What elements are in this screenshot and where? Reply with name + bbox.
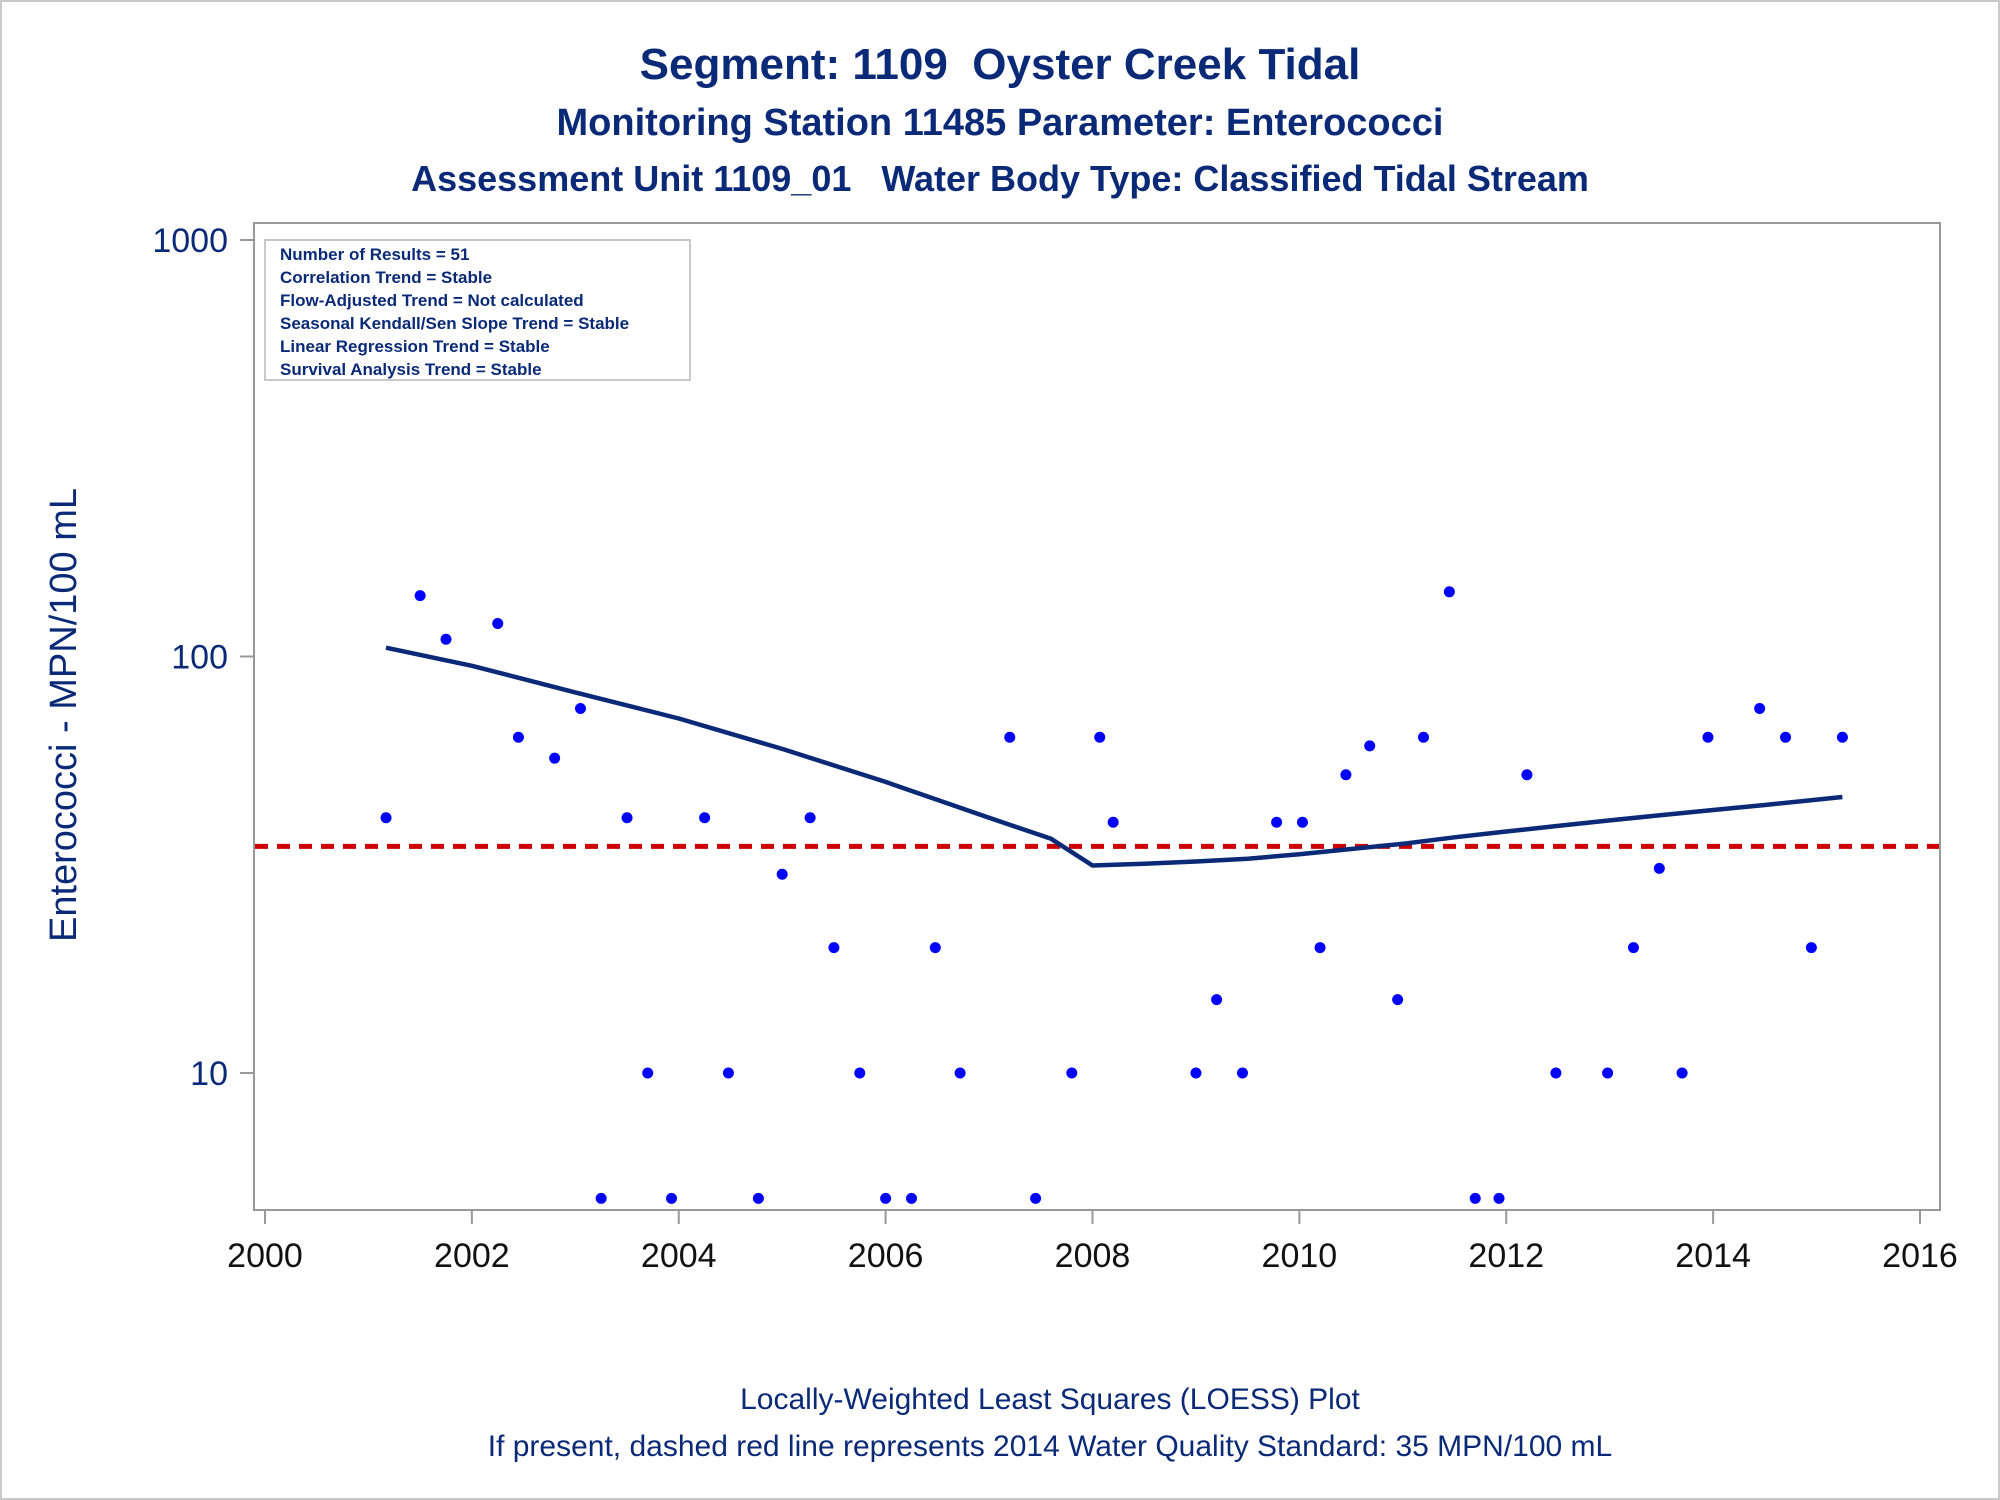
data-point bbox=[549, 752, 561, 764]
data-point bbox=[1094, 731, 1106, 743]
y-axis-label: Enterococci - MPN/100 mL bbox=[43, 488, 85, 942]
stats-line-flow-adjusted: Flow-Adjusted Trend = Not calculated bbox=[280, 291, 584, 310]
data-point bbox=[440, 633, 452, 645]
data-point bbox=[642, 1067, 654, 1079]
x-tick-label: 2002 bbox=[434, 1237, 510, 1275]
x-tick-label: 2016 bbox=[1882, 1237, 1958, 1275]
stats-line-correlation: Correlation Trend = Stable bbox=[280, 268, 492, 287]
data-point bbox=[1550, 1067, 1562, 1079]
x-tick-label: 2008 bbox=[1055, 1237, 1131, 1275]
data-point bbox=[1418, 731, 1429, 743]
data-point bbox=[1340, 769, 1352, 781]
data-point bbox=[1702, 731, 1714, 743]
chart-subtitle: Monitoring Station 11485 Parameter: Ente… bbox=[556, 102, 1444, 144]
data-point bbox=[1004, 731, 1016, 743]
data-point bbox=[1364, 740, 1376, 752]
x-tick-label: 2012 bbox=[1468, 1237, 1544, 1275]
footnote-standard: If present, dashed red line represents 2… bbox=[487, 1430, 1613, 1463]
data-point bbox=[1443, 586, 1455, 598]
data-point bbox=[905, 1192, 917, 1204]
data-point bbox=[1754, 703, 1766, 715]
data-point bbox=[1469, 1192, 1481, 1204]
data-point bbox=[854, 1067, 866, 1079]
data-points-layer bbox=[380, 586, 1848, 1204]
data-point bbox=[621, 812, 633, 824]
data-point bbox=[1030, 1192, 1042, 1204]
data-point bbox=[1066, 1067, 1078, 1079]
stats-line-seasonal-kendall: Seasonal Kendall/Sen Slope Trend = Stabl… bbox=[280, 314, 629, 333]
data-point bbox=[1836, 731, 1848, 743]
y-tick-label: 100 bbox=[171, 639, 228, 677]
data-point bbox=[492, 618, 504, 630]
data-point bbox=[929, 942, 941, 954]
data-point bbox=[1602, 1067, 1614, 1079]
data-point bbox=[1493, 1192, 1505, 1204]
y-tick-label: 1000 bbox=[152, 222, 228, 260]
data-point bbox=[414, 590, 426, 602]
data-point bbox=[776, 868, 788, 880]
data-point bbox=[804, 812, 816, 824]
stats-line-results: Number of Results = 51 bbox=[280, 245, 469, 264]
axes: 2000 2002 2004 2006 2008 2010 2012 2014 2016 10 10… bbox=[152, 222, 1958, 1275]
x-tick-label: 2004 bbox=[641, 1237, 717, 1275]
data-point bbox=[1211, 994, 1223, 1006]
data-point bbox=[828, 942, 840, 954]
data-point bbox=[1392, 994, 1404, 1006]
data-point bbox=[380, 812, 392, 824]
footnote-loess: Locally-Weighted Least Squares (LOESS) P… bbox=[740, 1383, 1360, 1416]
data-point bbox=[1236, 1067, 1248, 1079]
data-point bbox=[1780, 731, 1792, 743]
data-point bbox=[954, 1067, 966, 1079]
data-point bbox=[722, 1067, 734, 1079]
data-point bbox=[1190, 1067, 1202, 1079]
data-point bbox=[1107, 816, 1119, 828]
stats-box-frame bbox=[264, 239, 691, 381]
data-point bbox=[1653, 862, 1665, 874]
data-point bbox=[699, 812, 711, 824]
data-point bbox=[752, 1192, 764, 1204]
data-point bbox=[1627, 942, 1639, 954]
x-tick-label: 2006 bbox=[848, 1237, 924, 1275]
data-point bbox=[1296, 816, 1308, 828]
loess-line bbox=[385, 645, 1843, 868]
stats-box: Number of Results = 51 Correlation Trend… bbox=[264, 239, 691, 381]
data-point bbox=[1805, 942, 1817, 954]
chart-subtitle-2: Assessment Unit 1109_01 Water Body Type:… bbox=[411, 158, 1589, 199]
chart-title: Segment: 1109 Oyster Creek Tidal bbox=[639, 40, 1361, 89]
data-point bbox=[595, 1192, 607, 1204]
data-point bbox=[1314, 942, 1326, 954]
x-tick-label: 2010 bbox=[1262, 1237, 1338, 1275]
y-tick-label: 10 bbox=[190, 1055, 228, 1093]
stats-line-linear-regression: Linear Regression Trend = Stable bbox=[280, 337, 550, 356]
data-point bbox=[880, 1192, 892, 1204]
stats-line-survival: Survival Analysis Trend = Stable bbox=[280, 360, 542, 379]
data-point bbox=[1521, 769, 1533, 781]
data-point bbox=[574, 703, 586, 715]
plot-area-border bbox=[253, 222, 1941, 1211]
data-point bbox=[666, 1192, 678, 1204]
x-tick-label: 2014 bbox=[1675, 1237, 1751, 1275]
data-point bbox=[512, 731, 524, 743]
data-point bbox=[1271, 816, 1283, 828]
x-tick-label: 2000 bbox=[227, 1237, 303, 1275]
loess-line-layer bbox=[385, 645, 1843, 868]
data-point bbox=[1676, 1067, 1688, 1079]
